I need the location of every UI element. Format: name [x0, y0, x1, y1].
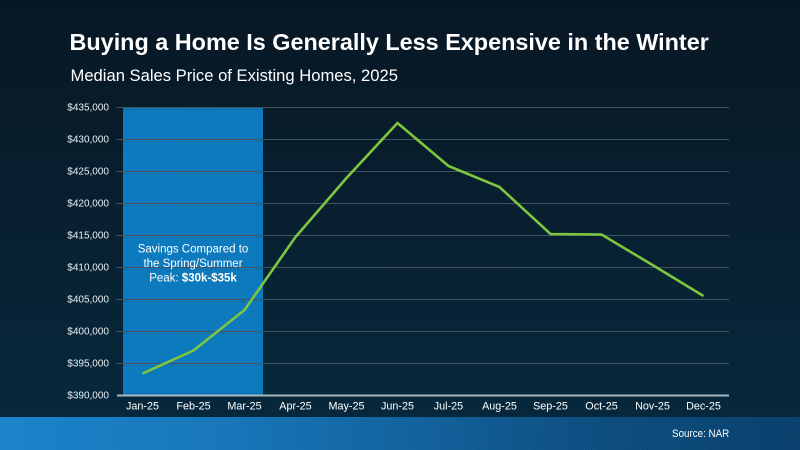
svg-text:$420,000: $420,000 [67, 199, 109, 210]
svg-text:$435,000: $435,000 [67, 103, 109, 114]
svg-text:$415,000: $415,000 [67, 231, 109, 242]
svg-text:Aug-25: Aug-25 [482, 401, 517, 413]
svg-text:Jul-25: Jul-25 [434, 401, 463, 413]
svg-text:Apr-25: Apr-25 [279, 401, 311, 413]
svg-text:Savings Compared to: Savings Compared to [138, 243, 249, 255]
svg-text:$430,000: $430,000 [67, 135, 109, 146]
svg-text:Sep-25: Sep-25 [533, 401, 568, 413]
svg-text:Jun-25: Jun-25 [381, 401, 414, 413]
svg-text:Feb-25: Feb-25 [176, 401, 210, 413]
svg-text:the Spring/Summer: the Spring/Summer [143, 258, 242, 270]
svg-text:$400,000: $400,000 [67, 327, 109, 338]
svg-text:Peak: $30k-$35k: Peak: $30k-$35k [149, 273, 237, 285]
svg-text:Oct-25: Oct-25 [585, 401, 617, 413]
svg-text:May-25: May-25 [328, 401, 364, 413]
svg-text:$425,000: $425,000 [67, 167, 109, 178]
svg-text:$395,000: $395,000 [67, 359, 109, 370]
svg-text:Jan-25: Jan-25 [126, 401, 159, 413]
svg-text:$390,000: $390,000 [67, 391, 109, 402]
svg-text:$405,000: $405,000 [67, 295, 109, 306]
svg-text:Dec-25: Dec-25 [686, 401, 721, 413]
svg-text:$410,000: $410,000 [67, 263, 109, 274]
svg-text:Nov-25: Nov-25 [635, 401, 670, 413]
svg-text:Mar-25: Mar-25 [227, 401, 261, 413]
